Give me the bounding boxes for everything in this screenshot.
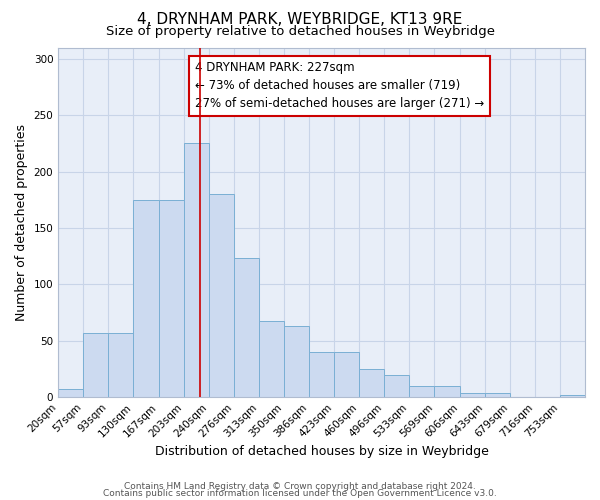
Text: 4, DRYNHAM PARK, WEYBRIDGE, KT13 9RE: 4, DRYNHAM PARK, WEYBRIDGE, KT13 9RE — [137, 12, 463, 28]
Bar — [109, 333, 133, 397]
Bar — [83, 333, 109, 397]
Bar — [434, 386, 460, 397]
Bar — [359, 369, 385, 397]
Bar — [58, 390, 83, 397]
Text: Size of property relative to detached houses in Weybridge: Size of property relative to detached ho… — [106, 25, 494, 38]
Bar — [158, 200, 184, 397]
Bar — [485, 392, 510, 397]
Bar — [385, 374, 409, 397]
Y-axis label: Number of detached properties: Number of detached properties — [15, 124, 28, 321]
Bar — [234, 258, 259, 397]
Bar — [560, 395, 585, 397]
Bar — [409, 386, 434, 397]
Bar — [259, 320, 284, 397]
Bar — [209, 194, 234, 397]
Text: Contains public sector information licensed under the Open Government Licence v3: Contains public sector information licen… — [103, 489, 497, 498]
Bar — [133, 200, 158, 397]
Bar — [309, 352, 334, 397]
Bar — [334, 352, 359, 397]
Text: Contains HM Land Registry data © Crown copyright and database right 2024.: Contains HM Land Registry data © Crown c… — [124, 482, 476, 491]
Bar — [184, 144, 209, 397]
Bar — [284, 326, 309, 397]
Bar — [460, 392, 485, 397]
X-axis label: Distribution of detached houses by size in Weybridge: Distribution of detached houses by size … — [155, 444, 488, 458]
Text: 4 DRYNHAM PARK: 227sqm
← 73% of detached houses are smaller (719)
27% of semi-de: 4 DRYNHAM PARK: 227sqm ← 73% of detached… — [195, 62, 484, 110]
